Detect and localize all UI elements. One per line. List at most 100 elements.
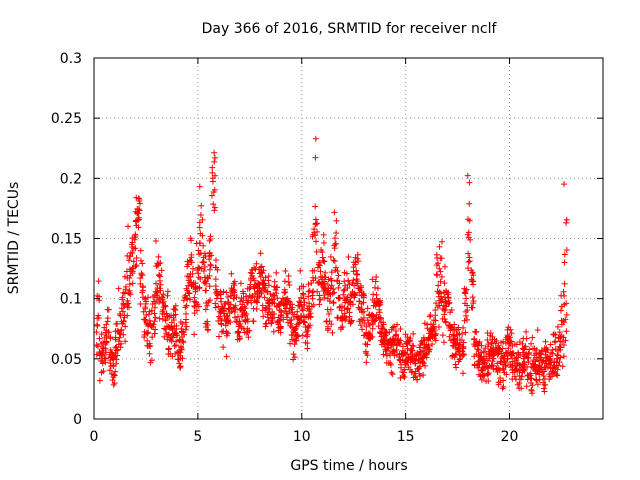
data-point xyxy=(438,255,445,262)
data-point xyxy=(509,352,516,359)
data-point xyxy=(432,317,439,324)
data-point xyxy=(212,264,219,271)
data-point xyxy=(164,292,171,299)
data-point xyxy=(557,346,564,353)
data-point xyxy=(202,306,209,313)
data-point xyxy=(561,301,568,308)
data-point xyxy=(122,338,129,345)
data-point xyxy=(200,242,207,249)
data-point xyxy=(305,281,312,288)
data-point xyxy=(521,344,528,351)
data-point xyxy=(130,258,137,265)
data-point xyxy=(499,385,506,392)
data-point xyxy=(366,321,373,328)
data-point xyxy=(323,318,330,325)
data-point xyxy=(326,318,333,325)
x-axis-ticks: 0 5 10 15 20 xyxy=(90,58,519,445)
data-point xyxy=(365,330,372,337)
data-point xyxy=(330,299,337,306)
data-point xyxy=(394,321,401,328)
data-point xyxy=(534,381,541,388)
data-point xyxy=(336,280,343,287)
data-points xyxy=(93,135,570,397)
data-point xyxy=(554,366,561,373)
data-point xyxy=(520,367,527,374)
data-point xyxy=(100,368,107,375)
data-point xyxy=(420,372,427,379)
data-point xyxy=(290,356,297,363)
data-point xyxy=(270,328,277,335)
data-point xyxy=(126,275,133,282)
data-point xyxy=(184,295,191,302)
data-point xyxy=(293,337,300,344)
data-point xyxy=(536,371,543,378)
data-point xyxy=(429,341,436,348)
x-tick-label: 20 xyxy=(501,429,519,445)
data-point xyxy=(204,302,211,309)
data-point xyxy=(281,296,288,303)
data-point xyxy=(94,322,101,329)
data-point xyxy=(355,258,362,265)
data-point xyxy=(433,262,440,269)
data-point xyxy=(191,294,198,301)
data-point xyxy=(435,282,442,289)
data-point xyxy=(224,293,231,300)
data-point xyxy=(556,343,563,350)
data-point xyxy=(312,238,319,245)
data-point xyxy=(120,317,127,324)
data-point xyxy=(546,361,553,368)
data-point xyxy=(360,314,367,321)
data-point xyxy=(112,368,119,375)
data-point xyxy=(190,279,197,286)
data-point xyxy=(536,362,543,369)
data-point xyxy=(503,350,510,357)
data-point xyxy=(103,332,110,339)
data-point xyxy=(100,350,107,357)
data-point xyxy=(96,377,103,384)
data-point xyxy=(317,268,324,275)
data-point xyxy=(176,360,183,367)
data-point xyxy=(321,258,328,265)
data-point xyxy=(321,292,328,299)
data-point xyxy=(104,318,111,325)
data-point xyxy=(312,203,319,210)
data-point xyxy=(467,236,474,243)
data-point xyxy=(504,355,511,362)
data-point xyxy=(182,326,189,333)
data-point xyxy=(466,258,473,265)
data-point xyxy=(536,376,543,383)
data-point xyxy=(475,361,482,368)
data-point xyxy=(338,307,345,314)
data-point xyxy=(198,202,205,209)
data-point xyxy=(333,217,340,224)
data-point xyxy=(383,329,390,336)
data-point xyxy=(528,386,535,393)
data-point xyxy=(304,345,311,352)
data-point xyxy=(305,324,312,331)
data-point xyxy=(253,297,260,304)
data-point xyxy=(248,299,255,306)
data-point xyxy=(264,288,271,295)
data-point xyxy=(161,333,168,340)
data-point xyxy=(235,329,242,336)
data-point xyxy=(253,306,260,313)
data-point xyxy=(453,364,460,371)
data-point xyxy=(201,263,208,270)
data-point xyxy=(349,288,356,295)
data-point xyxy=(442,306,449,313)
data-point xyxy=(243,293,250,300)
data-point xyxy=(159,294,166,301)
data-point xyxy=(461,289,468,296)
data-point xyxy=(140,308,147,315)
data-point xyxy=(494,351,501,358)
data-point xyxy=(460,345,467,352)
data-point xyxy=(541,388,548,395)
data-point xyxy=(153,263,160,270)
data-point xyxy=(211,158,218,165)
data-point xyxy=(523,335,530,342)
data-point xyxy=(335,284,342,291)
data-point xyxy=(265,282,272,289)
data-point xyxy=(250,318,257,325)
data-point xyxy=(183,310,190,317)
data-point xyxy=(341,278,348,285)
